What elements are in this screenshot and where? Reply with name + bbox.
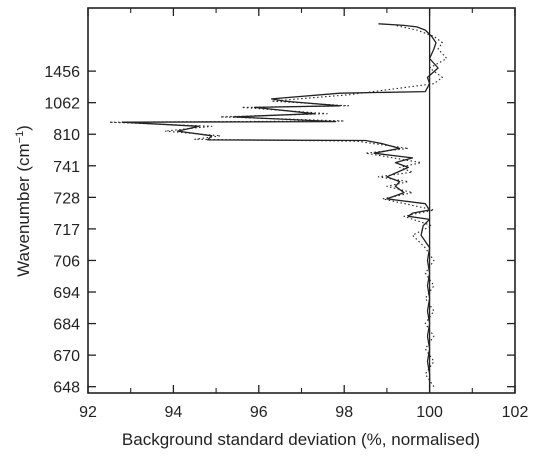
y-tick-label: 670 — [53, 348, 80, 365]
x-tick-label: 102 — [502, 404, 529, 421]
y-axis-label: Wavenumber (cm−1) — [14, 125, 33, 277]
y-tick-label: 694 — [53, 285, 80, 302]
y-tick-label: 706 — [53, 253, 80, 270]
chart-marks: 92 94 96 98 100 102 648 670 684 694 706 717 728 741 81… — [44, 8, 528, 421]
y-tick-label: 717 — [53, 222, 80, 239]
series-dotted-line — [108, 24, 448, 388]
y-axis-label-main: Wavenumber (cm — [14, 143, 33, 277]
y-tick-label: 810 — [53, 127, 80, 144]
x-tick-label: 94 — [165, 404, 183, 421]
x-tick-label: 96 — [250, 404, 268, 421]
x-tick-label: 100 — [416, 404, 443, 421]
series-solid-line — [121, 23, 439, 387]
plot-frame — [87, 7, 516, 394]
y-tick-label: 648 — [53, 380, 80, 397]
y-tick-label: 1062 — [44, 96, 80, 113]
x-tick-label: 92 — [79, 404, 97, 421]
y-tick-label: 684 — [53, 317, 80, 334]
y-axis-label-close: ) — [14, 125, 33, 131]
x-axis-label: Background standard deviation (%, normal… — [122, 430, 480, 449]
x-tick-label: 98 — [335, 404, 353, 421]
y-tick-label: 728 — [53, 190, 80, 207]
y-axis-label-unit-exponent: −1 — [14, 131, 26, 144]
y-tick-label: 741 — [53, 159, 80, 176]
y-tick-label: 1456 — [44, 64, 80, 81]
